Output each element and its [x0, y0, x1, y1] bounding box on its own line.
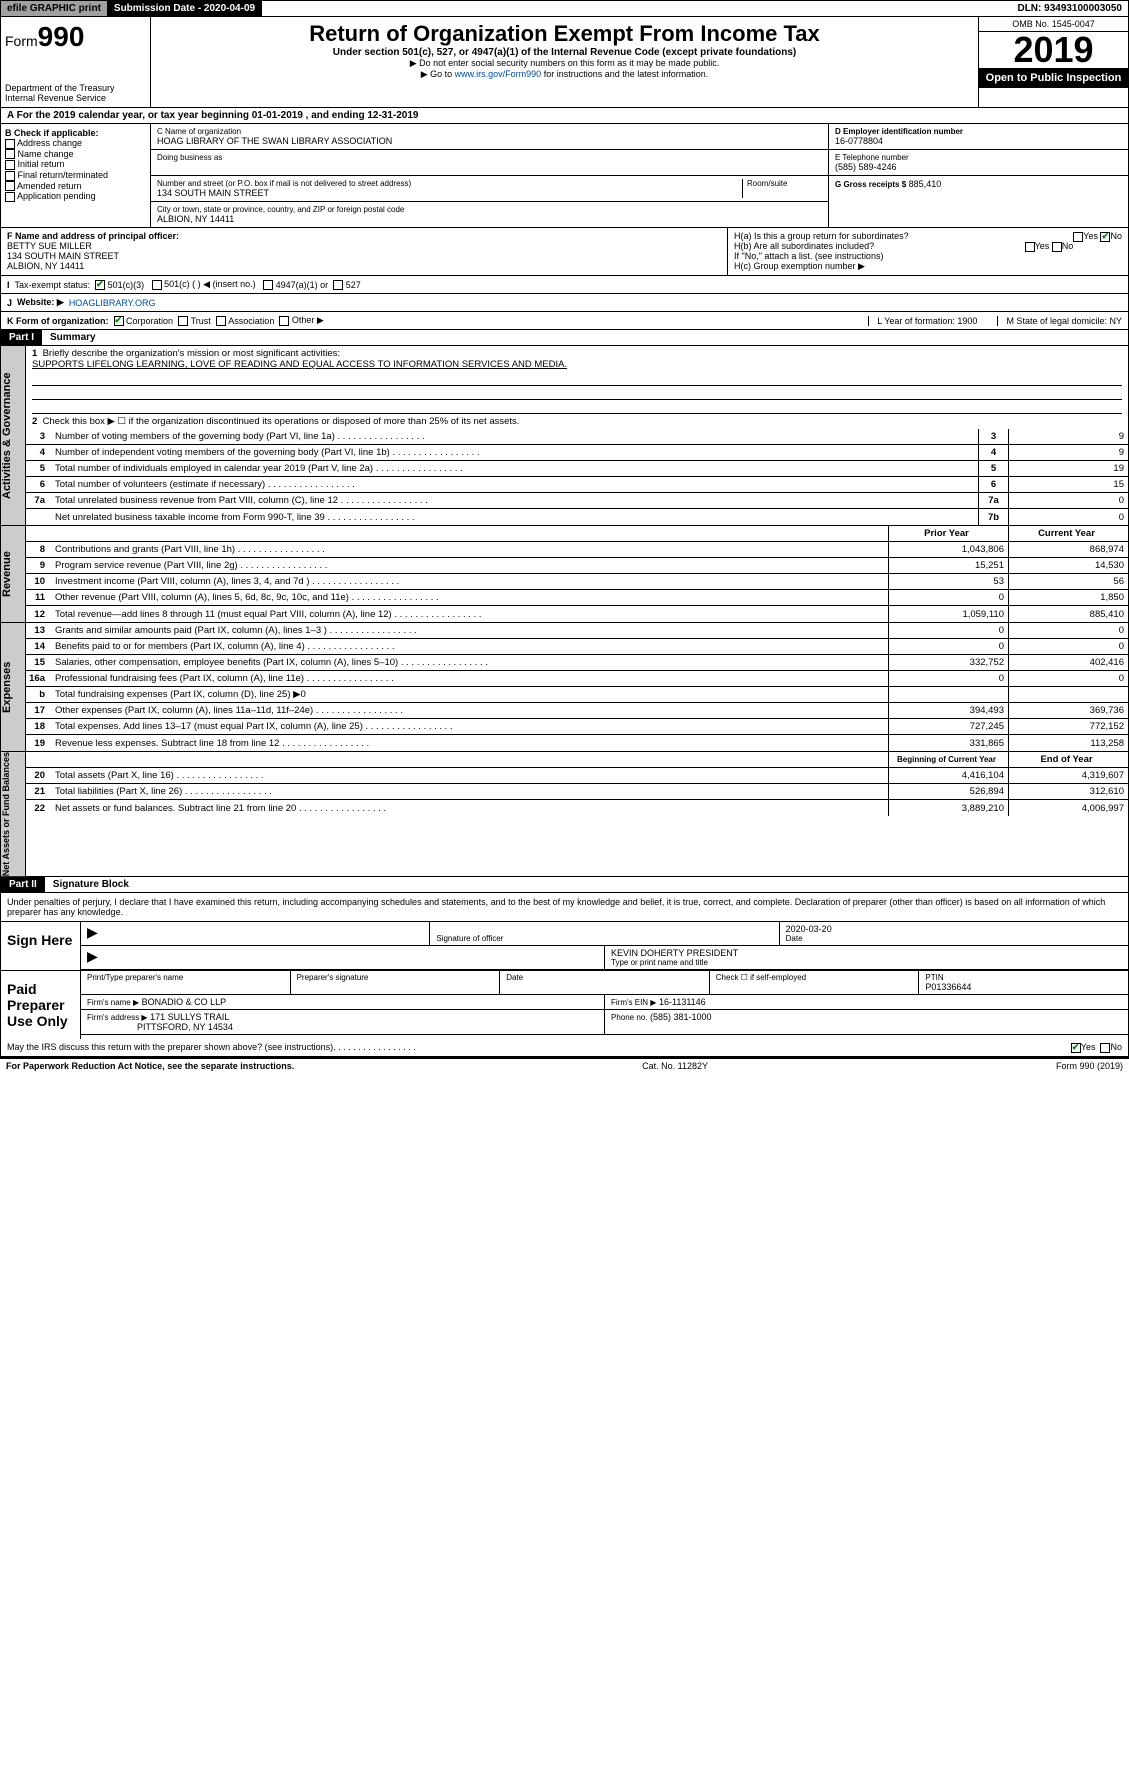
check-other[interactable] — [279, 316, 289, 326]
check-assoc[interactable] — [216, 316, 226, 326]
phone: (585) 589-4246 — [835, 162, 1122, 172]
summary-line: 11Other revenue (Part VIII, column (A), … — [26, 590, 1128, 606]
section-expenses: Expenses 13Grants and similar amounts pa… — [0, 623, 1129, 752]
year-formation: L Year of formation: 1900 — [868, 316, 977, 326]
form-number: Form990 — [5, 21, 146, 53]
tab-governance: Activities & Governance — [1, 346, 26, 525]
ein: 16-0778804 — [835, 136, 1122, 146]
col-headers-rev: Prior Year Current Year — [26, 526, 1128, 542]
org-name: HOAG LIBRARY OF THE SWAN LIBRARY ASSOCIA… — [157, 136, 822, 146]
summary-line: 22Net assets or fund balances. Subtract … — [26, 800, 1128, 816]
footer: For Paperwork Reduction Act Notice, see … — [0, 1058, 1129, 1073]
gross-receipts: 885,410 — [909, 179, 942, 189]
department: Department of the Treasury Internal Reve… — [5, 83, 146, 103]
ptin: P01336644 — [925, 982, 1122, 992]
summary-line: 9Program service revenue (Part VIII, lin… — [26, 558, 1128, 574]
check-4947[interactable] — [263, 280, 273, 290]
summary-line: 6Total number of volunteers (estimate if… — [26, 477, 1128, 493]
irs-link[interactable]: www.irs.gov/Form990 — [455, 69, 542, 79]
check-name[interactable]: Name change — [5, 149, 146, 160]
summary-line: bTotal fundraising expenses (Part IX, co… — [26, 687, 1128, 703]
summary-line: 17Other expenses (Part IX, column (A), l… — [26, 703, 1128, 719]
check-address[interactable]: Address change — [5, 138, 146, 149]
period-row: A For the 2019 calendar year, or tax yea… — [0, 108, 1129, 124]
state-domicile: M State of legal domicile: NY — [997, 316, 1122, 326]
summary-line: 4Number of independent voting members of… — [26, 445, 1128, 461]
submission-date: Submission Date - 2020-04-09 — [108, 1, 262, 16]
form-subtitle: Under section 501(c), 527, or 4947(a)(1)… — [155, 47, 974, 58]
tab-net: Net Assets or Fund Balances — [1, 752, 26, 876]
website-link[interactable]: HOAGLIBRARY.ORG — [69, 298, 156, 308]
tax-year: 2019 — [979, 32, 1128, 68]
summary-line: 5Total number of individuals employed in… — [26, 461, 1128, 477]
efile-print-button[interactable]: efile GRAPHIC print — [1, 1, 108, 16]
declaration: Under penalties of perjury, I declare th… — [1, 893, 1128, 921]
goto-note: ▶ Go to www.irs.gov/Form990 for instruct… — [155, 69, 974, 80]
firm-name: BONADIO & CO LLP — [142, 997, 227, 1007]
summary-line: 12Total revenue—add lines 8 through 11 (… — [26, 606, 1128, 622]
summary-line: 15Salaries, other compensation, employee… — [26, 655, 1128, 671]
part2-header: Part II Signature Block — [0, 877, 1129, 893]
ssn-note: ▶ Do not enter social security numbers o… — [155, 58, 974, 69]
summary-line: 21Total liabilities (Part X, line 26)526… — [26, 784, 1128, 800]
summary-line: 19Revenue less expenses. Subtract line 1… — [26, 735, 1128, 751]
org-address: 134 SOUTH MAIN STREET — [157, 188, 742, 198]
part1-header: Part I Summary — [0, 330, 1129, 346]
summary-line: 10Investment income (Part VIII, column (… — [26, 574, 1128, 590]
summary-line: Net unrelated business taxable income fr… — [26, 509, 1128, 525]
row-j: J Website: ▶ HOAGLIBRARY.ORG — [0, 294, 1129, 312]
row-i: I Tax-exempt status: 501(c)(3) 501(c) ( … — [0, 276, 1129, 294]
tab-revenue: Revenue — [1, 526, 26, 622]
check-amended[interactable]: Amended return — [5, 181, 146, 192]
row-f-h: F Name and address of principal officer:… — [0, 228, 1129, 276]
check-527[interactable] — [333, 280, 343, 290]
col-headers-net: Beginning of Current Year End of Year — [26, 752, 1128, 768]
check-initial[interactable]: Initial return — [5, 159, 146, 170]
summary-line: 3Number of voting members of the governi… — [26, 429, 1128, 445]
firm-ein: 16-1131146 — [659, 997, 706, 1007]
tab-expenses: Expenses — [1, 623, 26, 751]
summary-line: 20Total assets (Part X, line 16)4,416,10… — [26, 768, 1128, 784]
summary-line: 14Benefits paid to or for members (Part … — [26, 639, 1128, 655]
check-501c[interactable] — [152, 280, 162, 290]
open-public: Open to Public Inspection — [979, 68, 1128, 88]
summary-line: 8Contributions and grants (Part VIII, li… — [26, 542, 1128, 558]
section-governance: Activities & Governance 1 Briefly descri… — [0, 346, 1129, 526]
form-header: Form990 Department of the Treasury Inter… — [0, 17, 1129, 108]
sign-here-label: Sign Here — [1, 922, 81, 970]
check-501c3[interactable] — [95, 280, 105, 290]
check-final[interactable]: Final return/terminated — [5, 170, 146, 181]
check-corp[interactable] — [114, 316, 124, 326]
officer-name: KEVIN DOHERTY PRESIDENT — [611, 948, 1122, 958]
discuss-no[interactable] — [1100, 1043, 1110, 1053]
dln: DLN: 93493100003050 — [1011, 1, 1128, 16]
box-c: C Name of organization HOAG LIBRARY OF T… — [151, 124, 828, 227]
firm-address: 171 SULLYS TRAIL — [150, 1012, 229, 1022]
section-net: Net Assets or Fund Balances Beginning of… — [0, 752, 1129, 877]
top-bar: efile GRAPHIC print Submission Date - 20… — [0, 0, 1129, 17]
row-k: K Form of organization: Corporation Trus… — [0, 312, 1129, 330]
summary-line: 13Grants and similar amounts paid (Part … — [26, 623, 1128, 639]
officer: BETTY SUE MILLER 134 SOUTH MAIN STREET A… — [7, 241, 721, 271]
box-b: B Check if applicable: Address change Na… — [1, 124, 151, 227]
org-city: ALBION, NY 14411 — [157, 214, 822, 224]
discuss-yes[interactable] — [1071, 1043, 1081, 1053]
check-trust[interactable] — [178, 316, 188, 326]
summary-line: 7aTotal unrelated business revenue from … — [26, 493, 1128, 509]
signature-section: Under penalties of perjury, I declare th… — [0, 893, 1129, 1058]
summary-line: 16aProfessional fundraising fees (Part I… — [26, 671, 1128, 687]
info-grid: B Check if applicable: Address change Na… — [0, 124, 1129, 228]
paid-preparer-label: Paid Preparer Use Only — [1, 971, 81, 1039]
summary-line: 18Total expenses. Add lines 13–17 (must … — [26, 719, 1128, 735]
mission-text: SUPPORTS LIFELONG LEARNING, LOVE OF READ… — [32, 359, 567, 370]
firm-phone: (585) 381-1000 — [650, 1012, 712, 1022]
section-revenue: Revenue Prior Year Current Year 8Contrib… — [0, 526, 1129, 623]
form-title: Return of Organization Exempt From Incom… — [155, 21, 974, 47]
check-pending[interactable]: Application pending — [5, 191, 146, 202]
